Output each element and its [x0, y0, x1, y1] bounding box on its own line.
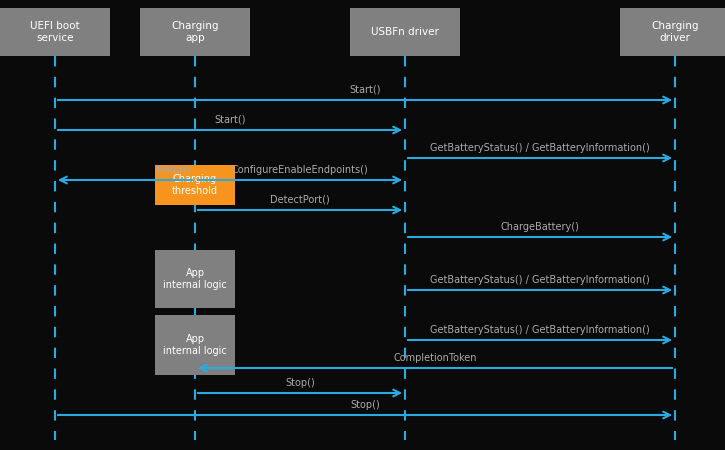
Bar — [140, 8, 250, 56]
Text: UEFI boot
service: UEFI boot service — [30, 21, 80, 43]
Text: CompletionToken: CompletionToken — [393, 353, 477, 363]
Text: ChargeBattery(): ChargeBattery() — [500, 222, 579, 232]
Text: Charging
driver: Charging driver — [651, 21, 699, 43]
Text: GetBatteryStatus() / GetBatteryInformation(): GetBatteryStatus() / GetBatteryInformati… — [430, 325, 650, 335]
Bar — [155, 315, 235, 375]
Text: Charging
threshold: Charging threshold — [172, 174, 218, 196]
Text: ConfigureEnableEndpoints(): ConfigureEnableEndpoints() — [231, 165, 368, 175]
Text: USBFn driver: USBFn driver — [371, 27, 439, 37]
Text: Return: Return — [157, 165, 190, 175]
Text: App
internal logic: App internal logic — [163, 334, 227, 356]
Text: Stop(): Stop() — [285, 378, 315, 388]
Bar — [155, 165, 235, 205]
Text: GetBatteryStatus() / GetBatteryInformation(): GetBatteryStatus() / GetBatteryInformati… — [430, 143, 650, 153]
Bar — [620, 8, 725, 56]
Text: App
internal logic: App internal logic — [163, 268, 227, 290]
Text: GetBatteryStatus() / GetBatteryInformation(): GetBatteryStatus() / GetBatteryInformati… — [430, 275, 650, 285]
Text: DetectPort(): DetectPort() — [270, 195, 330, 205]
Bar — [0, 8, 110, 56]
Text: Stop(): Stop() — [350, 400, 380, 410]
Bar — [155, 250, 235, 308]
Text: Charging
app: Charging app — [171, 21, 219, 43]
Text: Start(): Start() — [215, 115, 246, 125]
Bar — [350, 8, 460, 56]
Text: Start(): Start() — [349, 85, 381, 95]
